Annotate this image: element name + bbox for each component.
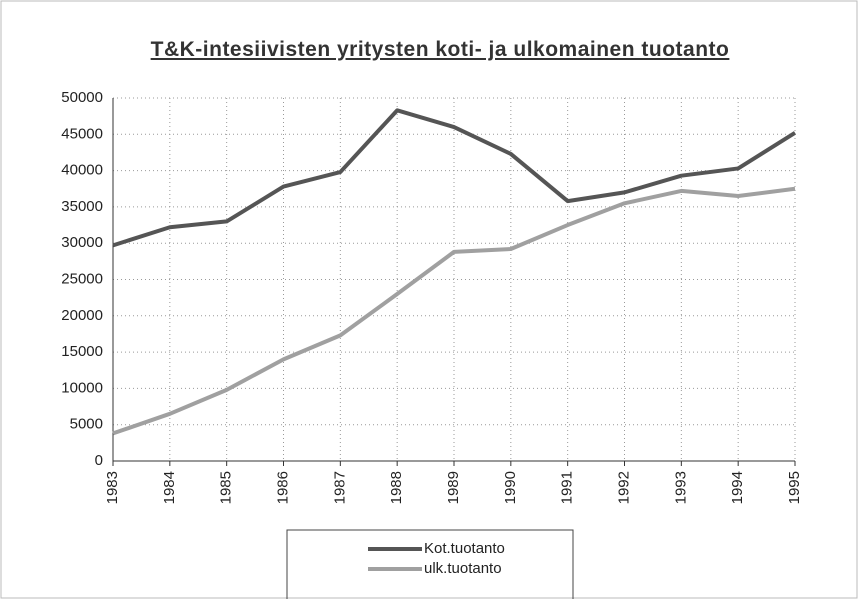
x-tick-label: 1987	[331, 471, 348, 504]
x-tick-label: 1985	[218, 471, 235, 504]
y-tick-label: 25000	[61, 270, 103, 287]
x-tick-label: 1990	[502, 471, 519, 504]
x-tick-label: 1984	[161, 471, 178, 504]
x-tick-label: 1993	[672, 471, 689, 504]
x-tick-label: 1991	[559, 471, 576, 504]
x-tick-label: 1995	[786, 471, 803, 504]
y-tick-label: 10000	[61, 379, 103, 396]
y-tick-label: 40000	[61, 162, 103, 179]
y-tick-label: 35000	[61, 198, 103, 215]
y-tick-label: 0	[95, 452, 103, 469]
x-tick-label: 1986	[274, 471, 291, 504]
x-tick-label: 1992	[615, 471, 632, 504]
chart-title: T&K-intesiivisten yritysten koti- ja ulk…	[150, 38, 730, 61]
x-tick-label: 1983	[104, 471, 121, 504]
y-tick-label: 5000	[70, 416, 103, 433]
x-tick-label: 1988	[388, 471, 405, 504]
legend-label: Kot.tuotanto	[424, 540, 505, 557]
y-tick-label: 20000	[61, 307, 103, 324]
legend-box	[286, 529, 574, 599]
y-tick-label: 30000	[61, 234, 103, 251]
x-tick-label: 1989	[445, 471, 462, 504]
y-tick-label: 45000	[61, 125, 103, 142]
x-tick-label: 1994	[729, 471, 746, 504]
legend-label: ulk.tuotanto	[424, 560, 502, 577]
line-series	[112, 108, 797, 248]
y-tick-label: 50000	[61, 89, 103, 106]
y-tick-label: 15000	[61, 343, 103, 360]
line-series	[112, 186, 796, 436]
